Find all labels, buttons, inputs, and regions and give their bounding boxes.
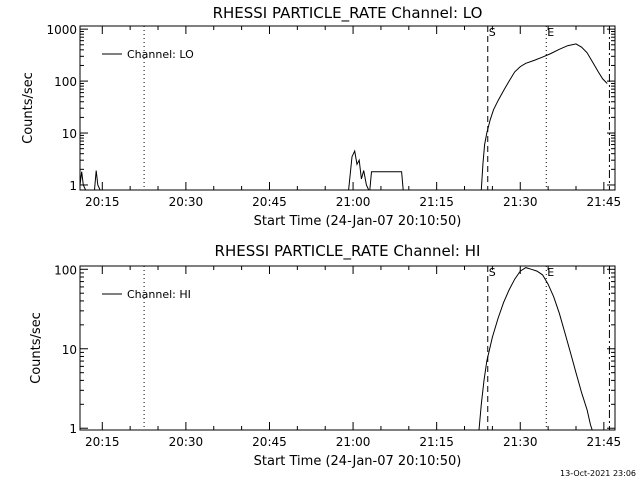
x-tick-label: 21:00: [336, 195, 371, 209]
x-tick-label: 21:15: [419, 435, 454, 449]
chart-title: RHESSI PARTICLE_RATE Channel: HI: [215, 242, 481, 261]
y-tick-label: 100: [54, 263, 77, 277]
x-tick-label: 21:30: [503, 195, 538, 209]
chart-panel-lo: RHESSI PARTICLE_RATE Channel: LO 20:15 20:…: [21, 4, 621, 229]
x-tick-label: 21:45: [587, 435, 622, 449]
x-tick-label: 21:30: [503, 435, 538, 449]
x-tick-label: 20:45: [252, 195, 287, 209]
y-tick-label: 1: [69, 179, 77, 193]
x-tick-label: 21:45: [587, 195, 622, 209]
x-tick-label: 20:30: [169, 195, 204, 209]
plot-frame: [79, 265, 616, 431]
marker-label: E: [547, 26, 554, 39]
marker-label: E: [547, 266, 554, 279]
x-tick-label: 20:15: [85, 195, 120, 209]
x-tick-label: 20:15: [85, 435, 120, 449]
legend-entry: Channel: HI: [127, 288, 191, 301]
x-axis-label: Start Time (24-Jan-07 20:10:50): [254, 454, 462, 469]
y-axis-label: Counts/sec: [29, 312, 44, 384]
x-tick-label: 20:45: [252, 435, 287, 449]
y-tick-label: 1000: [46, 23, 77, 37]
x-tick-label: 21:00: [336, 435, 371, 449]
y-tick-label: 100: [54, 75, 77, 89]
legend-entry: Channel: LO: [127, 48, 194, 61]
series-line-lo: [79, 43, 608, 191]
x-tick-label: 20:30: [169, 435, 204, 449]
y-tick-label: 10: [62, 127, 77, 141]
x-axis-label: Start Time (24-Jan-07 20:10:50): [254, 214, 462, 229]
marker-label: S: [489, 26, 496, 39]
marker-label: S: [489, 266, 496, 279]
y-axis-label: Counts/sec: [21, 72, 36, 144]
chart-title: RHESSI PARTICLE_RATE Channel: LO: [213, 4, 483, 23]
x-tick-label: 21:15: [419, 195, 454, 209]
y-tick-label: 1: [69, 422, 77, 436]
series-line-hi: [478, 267, 593, 431]
chart-panel-hi: RHESSI PARTICLE_RATE Channel: HI 20:15 20:…: [29, 242, 621, 469]
footer-timestamp: 13-Oct-2021 23:06: [560, 469, 636, 478]
y-tick-label: 10: [62, 343, 77, 357]
